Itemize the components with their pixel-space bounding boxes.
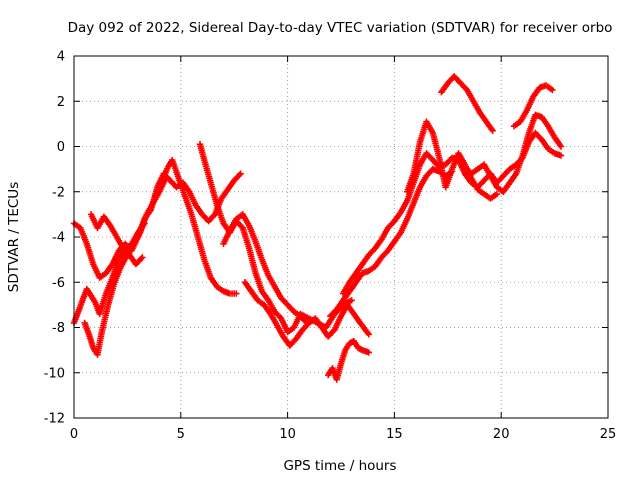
y-tick-label: 4: [57, 50, 65, 65]
data-point: [549, 86, 556, 94]
series-track-g: [220, 211, 311, 327]
series-track-c: [81, 174, 170, 358]
series-track-e: [151, 156, 240, 297]
y-tick-label: 0: [57, 140, 65, 155]
data-point: [557, 143, 565, 150]
series-track-h: [241, 279, 372, 349]
series-track-m: [438, 73, 496, 134]
data-point: [237, 170, 244, 177]
y-tick-label: 2: [57, 95, 65, 110]
y-tick-label: -8: [52, 321, 65, 336]
series-track-j: [327, 165, 456, 320]
y-axis-label: SDTVAR / TECUs: [6, 182, 22, 292]
x-tick-label: 0: [70, 427, 78, 442]
grid-lines: [74, 56, 608, 418]
data-point: [139, 254, 146, 261]
chart-title: Day 092 of 2022, Sidereal Day-to-day VTE…: [68, 20, 613, 36]
y-tick-label: -12: [44, 412, 65, 427]
series-track-o: [510, 82, 556, 130]
data-point: [365, 349, 372, 356]
data-series: [70, 73, 565, 383]
y-tick-label: -6: [52, 276, 65, 291]
data-point: [489, 127, 496, 134]
series-track-k: [339, 129, 565, 297]
data-point: [557, 152, 565, 159]
x-axis-label: GPS time / hours: [283, 458, 396, 474]
series-track-i: [324, 337, 372, 383]
data-point: [348, 297, 355, 304]
data-point: [365, 331, 372, 338]
x-tick-label: 20: [493, 427, 510, 442]
series-track-f: [196, 141, 355, 336]
series-track-d: [87, 211, 146, 268]
y-tick-label: -4: [52, 231, 65, 246]
x-tick-label: 10: [279, 427, 296, 442]
y-tick-label: -10: [44, 366, 65, 381]
x-tick-label: 25: [600, 427, 617, 442]
data-point: [493, 190, 501, 198]
data-point: [233, 290, 240, 297]
y-tick-label: -2: [52, 185, 65, 200]
x-tick-label: 15: [386, 427, 403, 442]
series-track-n: [455, 111, 565, 195]
x-tick-label: 5: [177, 427, 185, 442]
